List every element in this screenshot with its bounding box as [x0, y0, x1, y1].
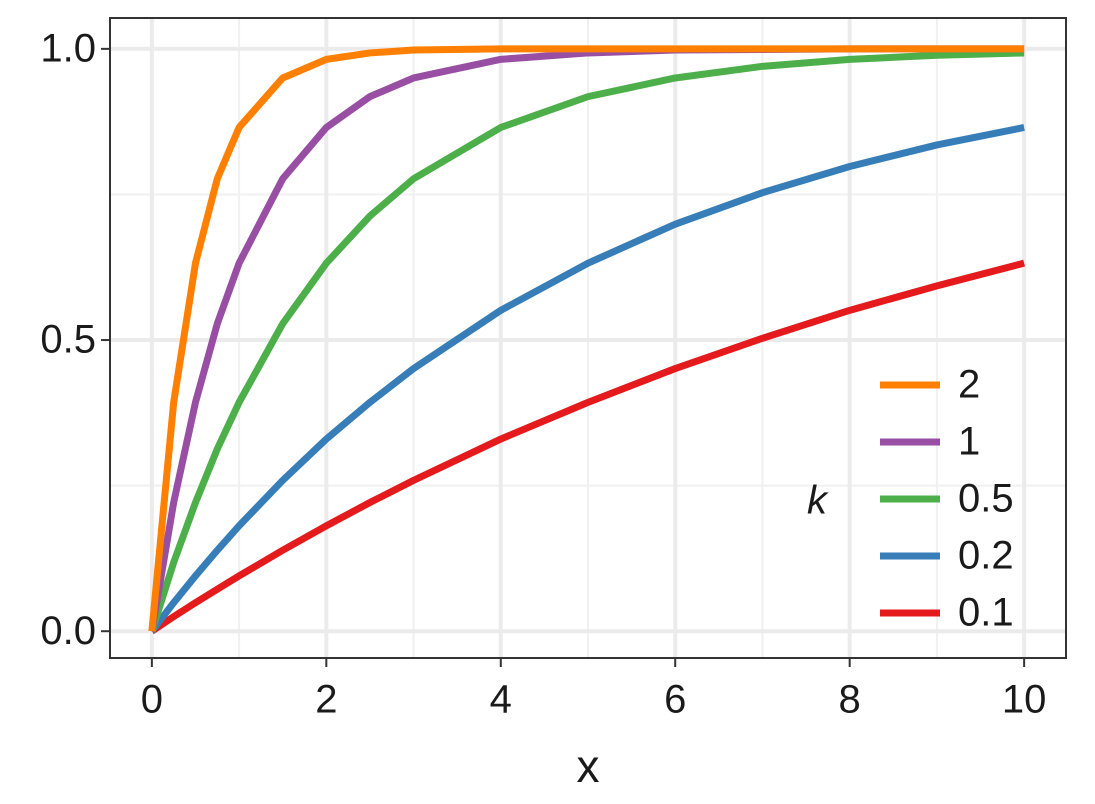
legend-label: 2 — [958, 363, 980, 407]
y-tick-label: 0.0 — [40, 609, 96, 653]
series-line — [149, 259, 1026, 635]
x-axis-title: x — [577, 740, 600, 792]
x-tick-label: 6 — [664, 678, 686, 722]
legend-label: 1 — [958, 420, 980, 464]
series-line — [149, 124, 1025, 634]
y-tick-label: 1.0 — [40, 26, 96, 70]
legend-title: k — [807, 479, 829, 523]
x-tick-label: 8 — [839, 678, 861, 722]
x-tick-label: 0 — [141, 678, 163, 722]
legend-label: 0.5 — [958, 477, 1014, 521]
legend-label: 0.2 — [958, 534, 1014, 578]
panel-border — [109, 17, 1067, 659]
x-tick-label: 2 — [315, 678, 337, 722]
y-tick-label: 0.5 — [40, 318, 96, 362]
x-tick-label: 10 — [1002, 678, 1047, 722]
series-line — [148, 49, 1025, 633]
series-line — [148, 45, 1025, 632]
lines — [148, 45, 1026, 635]
axes: 0 2 4 6 8 10 0.0 0.5 1.0 — [40, 26, 1046, 721]
legend: 2 1 0.5 0.2 0.1 — [880, 363, 1014, 635]
x-tick-label: 4 — [490, 678, 512, 722]
legend-label: 0.1 — [958, 591, 1014, 635]
